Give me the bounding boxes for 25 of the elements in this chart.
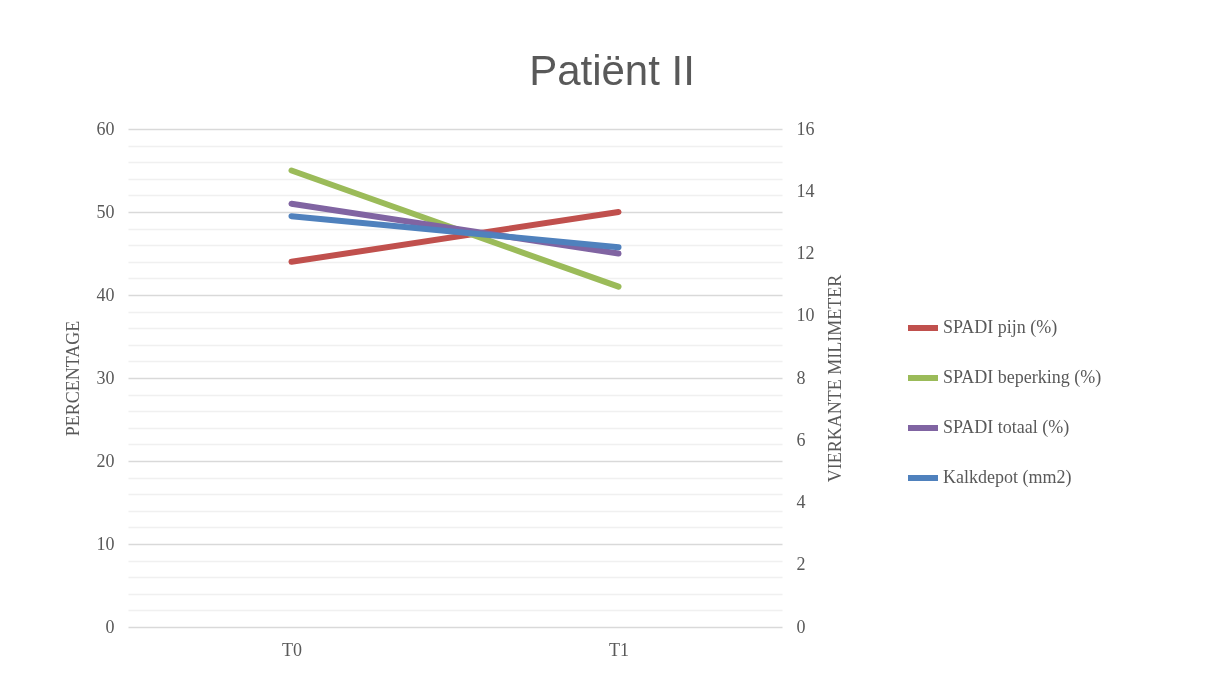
y-axis-title: PERCENTAGE [62, 320, 83, 437]
legend-label: SPADI beperking (%) [943, 367, 1102, 388]
y2-tick-label: 10 [796, 305, 815, 326]
y-tick-label: 10 [96, 533, 115, 554]
x-tick-label: T1 [609, 639, 629, 660]
legend-label: SPADI pijn (%) [943, 317, 1058, 338]
y2-tick-label: 16 [796, 118, 815, 139]
y-tick-label: 30 [96, 367, 115, 388]
y2-tick-label: 12 [796, 243, 815, 263]
y-tick-label: 60 [96, 118, 115, 139]
y2-tick-label: 8 [796, 367, 806, 388]
y2-axis-title: VIERKANTE MILIMETER [824, 274, 845, 483]
y2-tick-label: 0 [796, 616, 806, 637]
y-tick-label: 0 [105, 616, 115, 637]
legend-label: SPADI totaal (%) [943, 417, 1070, 438]
chart-title: Patiënt II [529, 47, 695, 94]
y2-tick-label: 4 [796, 492, 806, 512]
y-tick-label: 50 [96, 201, 115, 222]
y2-tick-label: 14 [796, 180, 815, 201]
y2-tick-label: 2 [796, 554, 806, 575]
y-tick-label: 40 [96, 284, 115, 305]
y2-tick-label: 6 [796, 429, 806, 450]
legend-label: Kalkdepot (mm2) [943, 467, 1072, 488]
y-tick-label: 20 [96, 450, 115, 471]
x-tick-label: T0 [282, 639, 302, 660]
